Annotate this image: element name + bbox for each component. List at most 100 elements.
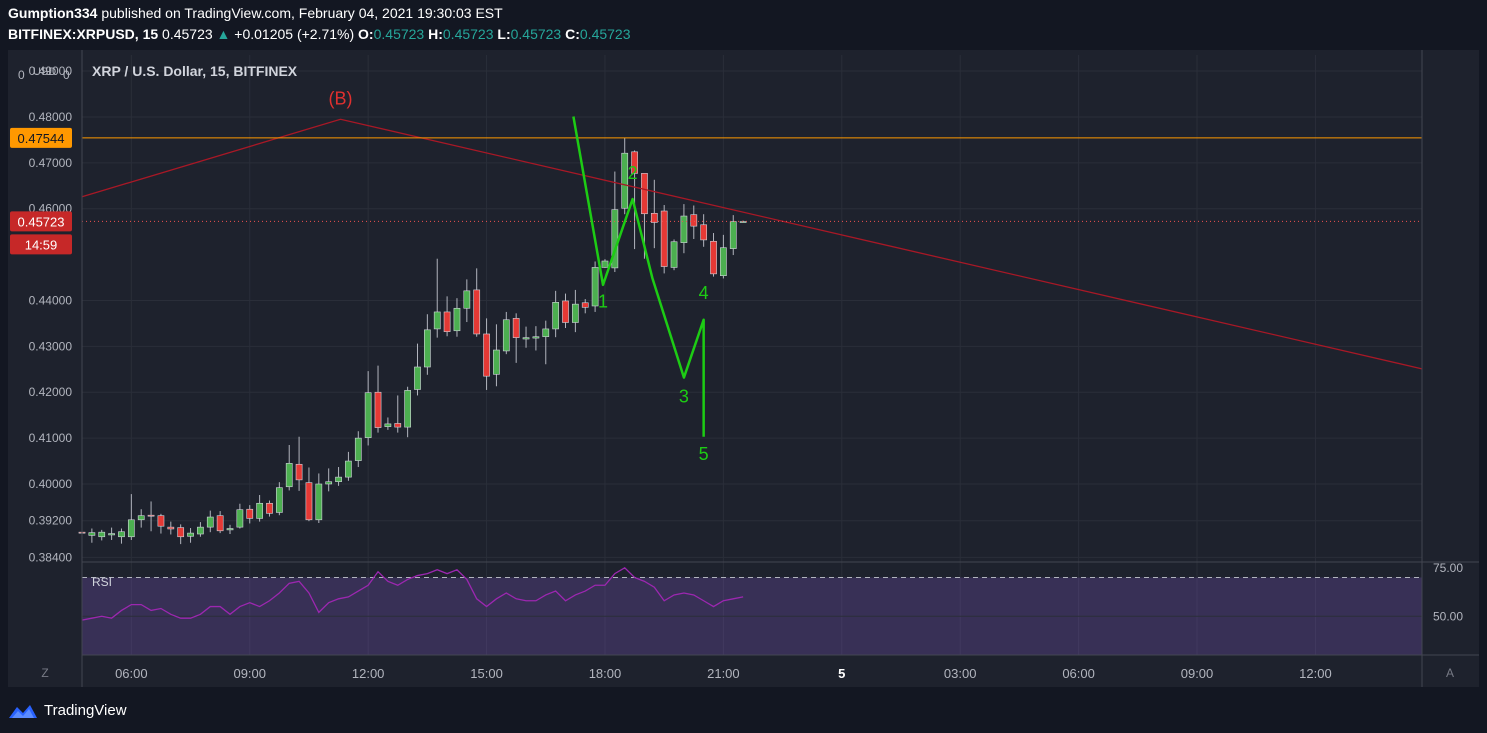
candle-body [522,337,530,340]
time-tick-label: 09:00 [1181,666,1214,681]
candle-body [266,502,273,514]
candle [177,524,185,545]
candle [729,215,737,256]
candle-body [670,241,678,268]
currency-label: USD [33,66,56,78]
publisher-name[interactable]: Gumption334 [8,5,98,21]
candle-body [354,437,362,461]
candle [364,371,372,446]
candle-body [285,463,293,488]
candle-body [197,526,204,535]
candle-body [246,508,254,519]
candle-body [690,214,698,227]
candle-body [118,531,125,538]
candle-body [157,515,165,527]
candle-body [325,481,333,485]
price-pane [78,138,747,545]
candle-body [483,333,490,377]
candle-body [236,509,244,528]
candle [345,451,352,481]
candle-body [660,210,668,267]
wave-label: 4 [699,283,709,303]
candle-body [562,300,569,323]
candle [601,259,609,268]
candle-body [729,221,737,249]
candle-body [147,514,155,517]
candle [394,395,402,433]
candle-body [650,212,658,223]
grid-lines [82,55,1422,655]
candle-body [384,423,392,427]
candle [118,528,125,544]
low-value: 0.45723 [510,26,562,42]
candle [374,365,382,433]
candle [147,501,155,532]
axes: 0.38400 0.39200 0.40000 0.41000 0.42000 0.430… [10,50,1479,687]
open-value: 0.45723 [373,26,425,42]
candle-body [424,329,431,368]
candle-body [739,221,747,223]
candle [404,386,411,438]
candle-body [572,303,579,323]
candle-body [137,515,145,521]
candle-body [433,311,441,330]
price-tick-label: 0.49000 [29,64,73,78]
candle [137,509,145,528]
candle [354,431,362,468]
high-value: 0.45723 [442,26,494,42]
candle-body [216,515,224,532]
wave-label: 1 [598,291,608,311]
candle-body [374,391,382,428]
candle [256,495,263,522]
wave-label: 2 [628,163,638,183]
rsi-line [81,566,744,621]
candle-body [275,487,283,513]
candle-body [108,533,115,536]
candle-body [127,519,135,538]
candle-body [98,531,106,538]
candle [522,326,530,348]
candle [591,261,599,312]
candle [473,268,481,337]
candle-body [295,463,303,481]
plot-area [82,55,1422,655]
auto-scale-letter: A [1446,666,1454,680]
close-label: C: [565,26,580,42]
candle-body [621,152,629,209]
candle-body [453,307,461,332]
candle-body [493,349,500,375]
candle-body [167,526,175,530]
close-value: 0.45723 [579,26,631,42]
resistance-badge-bg [10,127,72,148]
candle [88,528,96,543]
timezone-letter: Z [41,666,48,680]
price-tick-label: 0.38400 [29,550,73,564]
candle-body [680,215,688,243]
candle [710,233,717,277]
rsi-tick-label: 50.00 [1433,609,1463,623]
candle-body [404,390,411,428]
candle-body [591,267,599,307]
candle [127,494,135,540]
candle [552,290,559,338]
time-tick-label: 03:00 [944,666,977,681]
wave-b-label: (B) [329,88,353,108]
price-tick-label: 0 [18,68,25,82]
time-tick-label: 21:00 [707,666,740,681]
publish-info: published on TradingView.com, February 0… [101,5,503,21]
price-chart[interactable]: RSI (B) 1 2 3 4 5 0.38400 0.39200 0.40000 0.4100… [0,50,1487,690]
candle-body [256,502,263,519]
price-tick-label: 0.44000 [29,293,73,307]
open-label: O: [358,26,374,42]
low-label: L: [497,26,511,42]
time-tick-label: 12:00 [352,666,385,681]
candle [226,524,234,535]
candle-body [552,302,559,330]
chart-title: XRP / U.S. Dollar, 15, BITFINEX [92,63,298,79]
candle-body [631,151,638,174]
time-tick-label: 09:00 [233,666,266,681]
last-price-badge: 0.45723 [18,214,65,229]
candle [108,527,115,540]
tradingview-branding[interactable]: TradingView [8,702,127,719]
candle [660,205,668,274]
